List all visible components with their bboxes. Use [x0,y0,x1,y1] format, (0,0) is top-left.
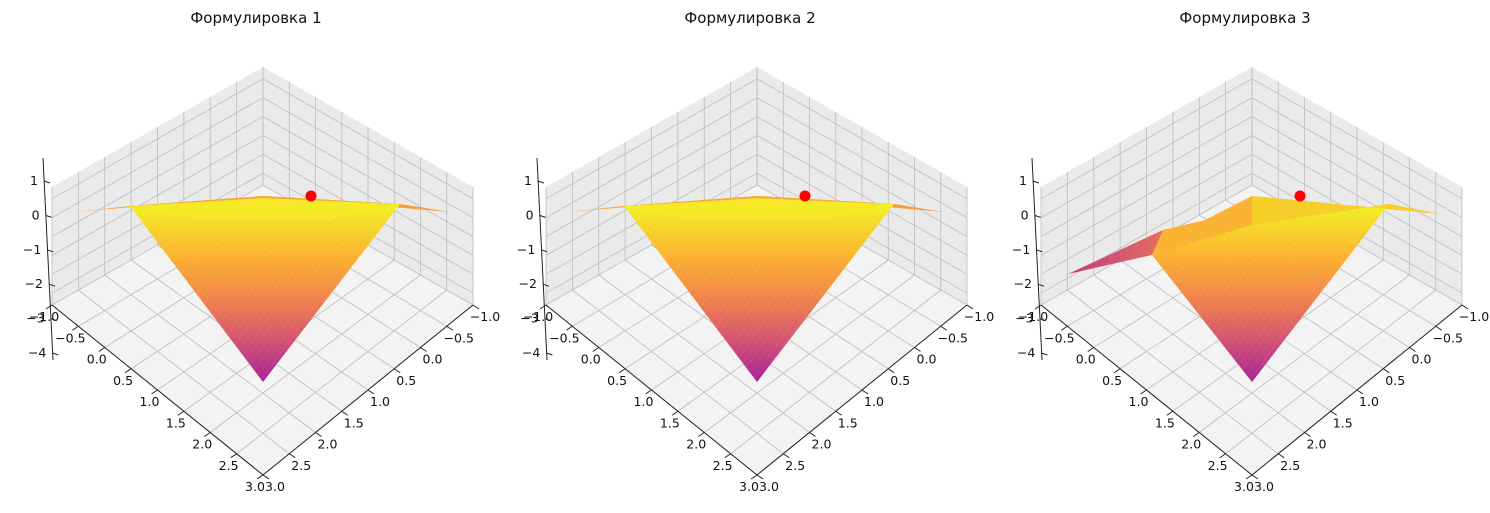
z-tick-label: −2 [1014,276,1032,291]
y-tick-label: 2.0 [1307,437,1327,452]
x-tick-label: 0.5 [607,373,627,388]
x-tick-label: 3.0 [1234,479,1254,494]
x-tick-label: 2.5 [1208,458,1228,473]
y-tick-label: 1.5 [838,415,858,430]
x-tick-label: −1.0 [29,309,59,324]
x-tick-label: 1.0 [1129,394,1149,409]
z-tick-label: 1 [30,173,38,188]
surface [1068,196,1440,382]
x-tick-label: −1.0 [523,309,553,324]
y-tick-label: 1.0 [864,394,884,409]
z-tick-label: −2 [25,276,43,291]
z-tick-label: −1 [23,242,41,257]
marker-point [799,190,811,202]
y-tick-label: −1.0 [1459,309,1489,324]
x-tick-label: 3.0 [245,479,265,494]
x-tick-label: 1.0 [140,394,160,409]
surface [568,196,944,382]
y-tick-label: 2.0 [318,437,338,452]
x-tick-label: −0.5 [1044,330,1074,345]
x-tick-label: 2.0 [1181,437,1201,452]
x-tick-label: 0.0 [87,352,107,367]
subplot-2: Формулировка 2−1.0−0.50.00.51.01.52.02.5… [517,9,994,494]
subplot-title: Формулировка 1 [190,9,321,27]
y-tick-label: 0.0 [917,352,937,367]
x-tick-label: 2.0 [192,437,212,452]
x-tick-label: −1.0 [1018,309,1048,324]
x-tick-label: 1.0 [634,394,654,409]
y-tick-label: 0.5 [1385,373,1405,388]
y-tick-label: 1.5 [1333,415,1353,430]
x-tick-label: 2.5 [713,458,733,473]
z-tick-label: 1 [1019,173,1027,188]
x-tick-label: 0.0 [1076,352,1096,367]
z-axis-line [42,157,54,361]
y-tick-label: −1.0 [470,309,500,324]
x-tick-label: 1.5 [660,415,680,430]
y-tick-label: 0.0 [423,352,443,367]
y-tick-label: 1.0 [370,394,390,409]
z-tick-label: 0 [32,207,40,222]
y-tick-label: 2.5 [1280,458,1300,473]
marker-point [1294,190,1306,202]
x-tick-label: 1.5 [166,415,186,430]
y-tick-label: 0.5 [396,373,416,388]
z-tick-label: −4 [28,345,46,360]
y-tick-label: 1.5 [344,415,364,430]
y-tick-label: 2.0 [812,437,832,452]
x-tick-label: −0.5 [55,330,85,345]
y-tick-label: −1.0 [964,309,994,324]
y-tick-label: 3.0 [759,479,779,494]
z-tick-label: −4 [522,345,540,360]
subplot-3: Формулировка 3−1.0−0.50.00.51.01.52.02.5… [1012,9,1489,494]
x-tick-label: 2.0 [686,437,706,452]
z-tick-label: −1 [1012,242,1030,257]
z-tick-label: 0 [1021,207,1029,222]
x-tick-label: 0.0 [581,352,601,367]
y-tick-label: 2.5 [785,458,805,473]
z-tick-label: 1 [524,173,532,188]
marker-point [305,190,317,202]
z-tick-label: 0 [526,207,534,222]
y-tick-label: 0.0 [1412,352,1432,367]
z-tick-label: −2 [519,276,537,291]
y-tick-label: −0.5 [444,330,474,345]
y-tick-label: −0.5 [1433,330,1463,345]
x-tick-label: 2.5 [219,458,239,473]
y-tick-label: 2.5 [291,458,311,473]
x-tick-label: 3.0 [739,479,759,494]
y-tick-label: 3.0 [1254,479,1274,494]
subplot-1: Формулировка 1−1.0−0.50.00.51.01.52.02.5… [23,9,500,494]
z-tick-label: −3 [520,311,538,326]
x-tick-label: 1.5 [1155,415,1175,430]
subplot-title: Формулировка 3 [1179,9,1310,27]
y-tick-label: 0.5 [890,373,910,388]
subplot-title: Формулировка 2 [684,9,815,27]
z-axis-line [1031,157,1043,361]
z-axis-line [536,157,548,361]
z-tick-label: −4 [1017,345,1035,360]
z-tick-label: −3 [1015,311,1033,326]
surface-top [1152,196,1440,255]
z-tick-label: −1 [517,242,535,257]
y-tick-label: 1.0 [1359,394,1379,409]
y-tick-label: 3.0 [265,479,285,494]
surface [74,196,450,382]
z-tick-label: −3 [26,311,44,326]
y-tick-label: −0.5 [938,330,968,345]
x-tick-label: −0.5 [549,330,579,345]
x-tick-label: 0.5 [1102,373,1122,388]
x-tick-label: 0.5 [113,373,133,388]
